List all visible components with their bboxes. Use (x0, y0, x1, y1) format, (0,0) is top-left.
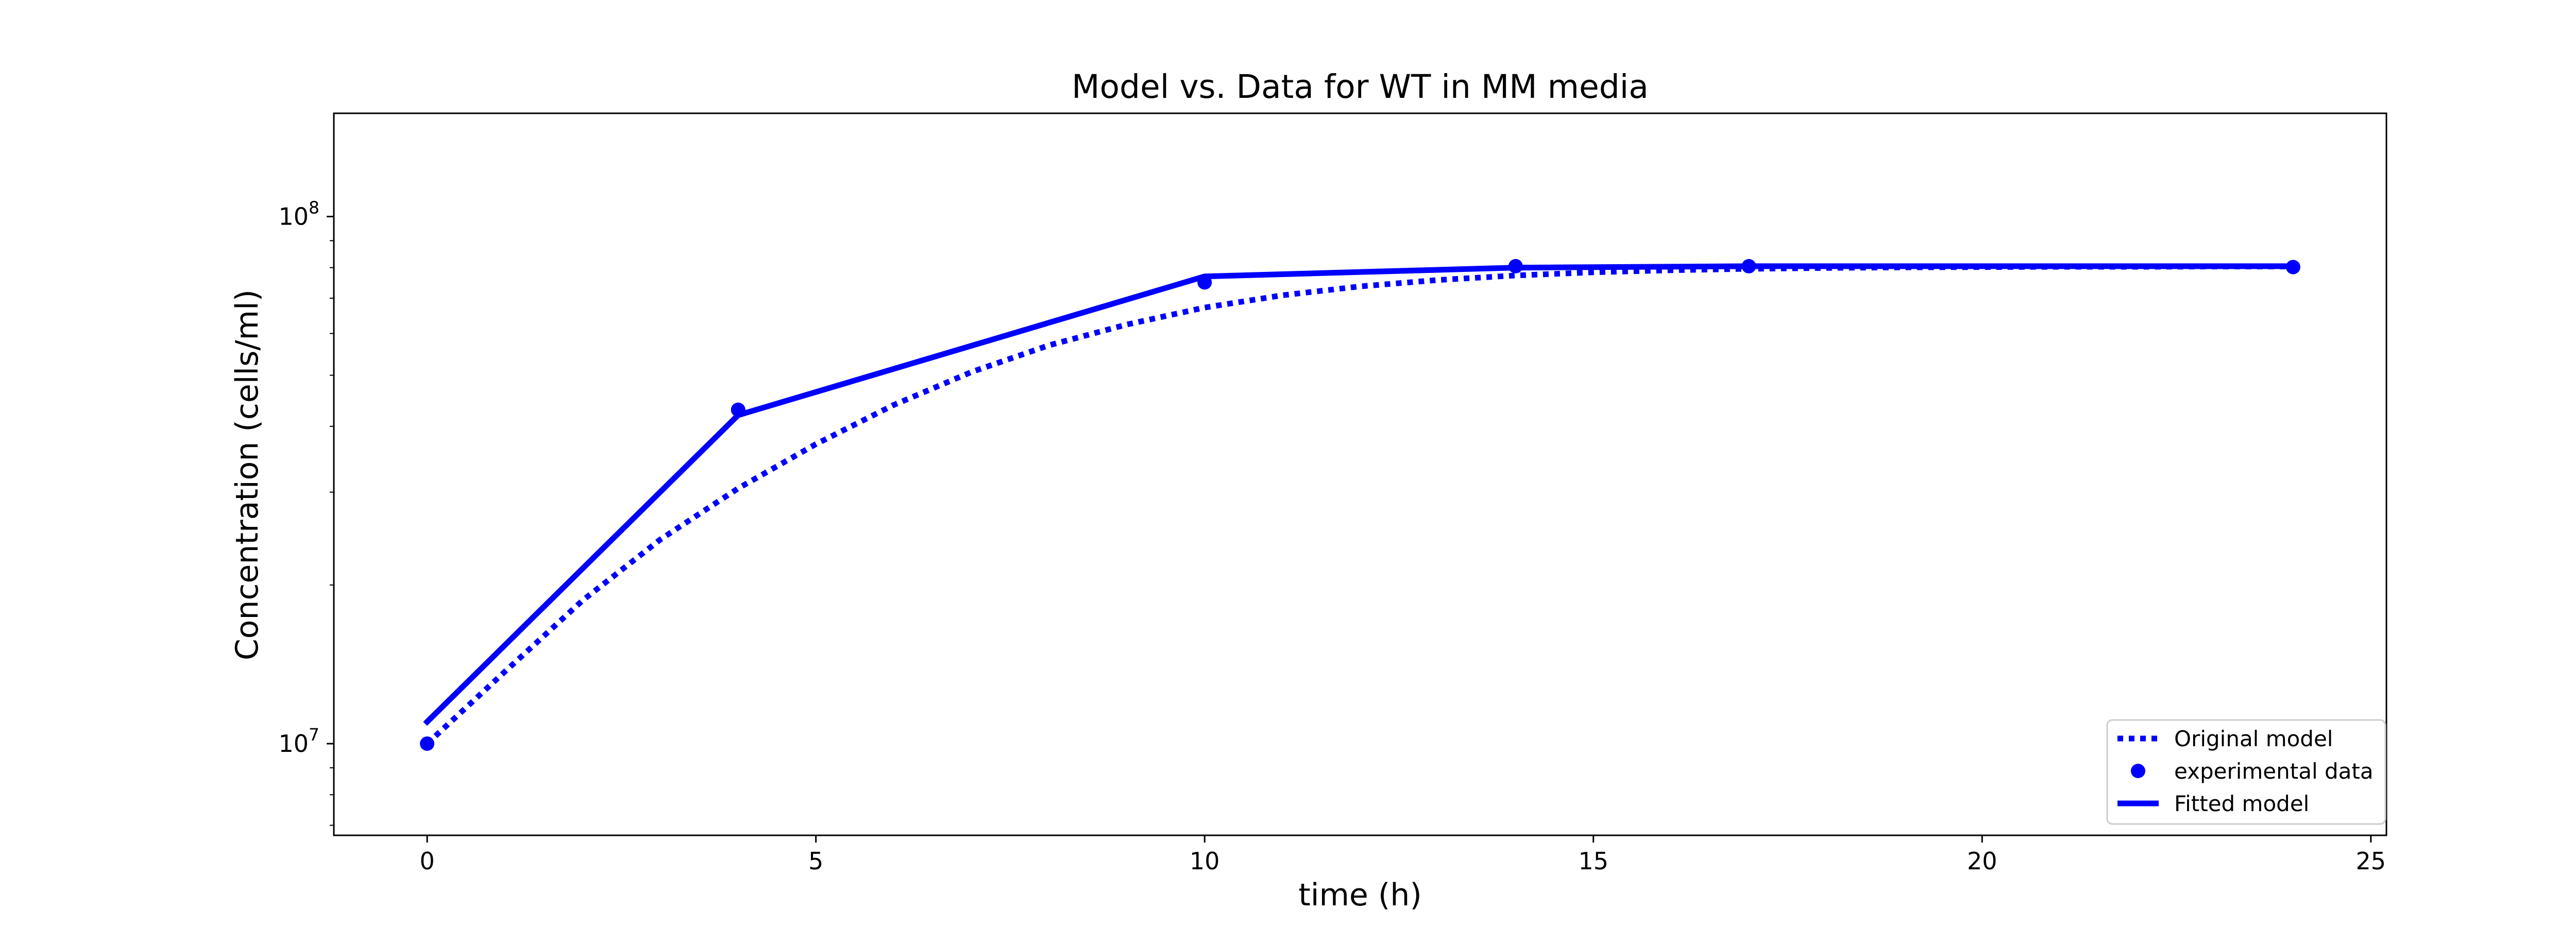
fitted-model-line (423, 263, 2296, 726)
legend-box (2106, 719, 2386, 825)
data-point (420, 736, 435, 751)
x-tick-label: 5 (808, 847, 823, 875)
y-tick-label: 107 (278, 725, 319, 758)
x-tick-label: 15 (1578, 847, 1608, 875)
y-tick-label: 108 (278, 198, 319, 231)
legend-swatch-experimental-data (2131, 764, 2145, 778)
x-tick-label: 10 (1190, 847, 1220, 875)
legend-label: Fitted model (2174, 791, 2309, 816)
chart-title: Model vs. Data for WT in MM media (1072, 68, 1649, 106)
legend-label: Original model (2174, 726, 2333, 751)
plot-frame (333, 112, 2387, 836)
plot-area: 0 5 10 15 20 25 107 108 (278, 112, 2387, 875)
legend: Original model experimental data Fitted mo… (2106, 719, 2386, 825)
x-tick-label: 25 (2356, 847, 2386, 875)
legend-label: experimental data (2174, 759, 2374, 784)
x-tick-label: 20 (1967, 847, 1997, 875)
x-tick-label: 0 (419, 847, 434, 875)
x-axis-label: time (h) (1298, 877, 1421, 913)
y-axis-label: Concentration (cells/ml) (229, 289, 265, 660)
